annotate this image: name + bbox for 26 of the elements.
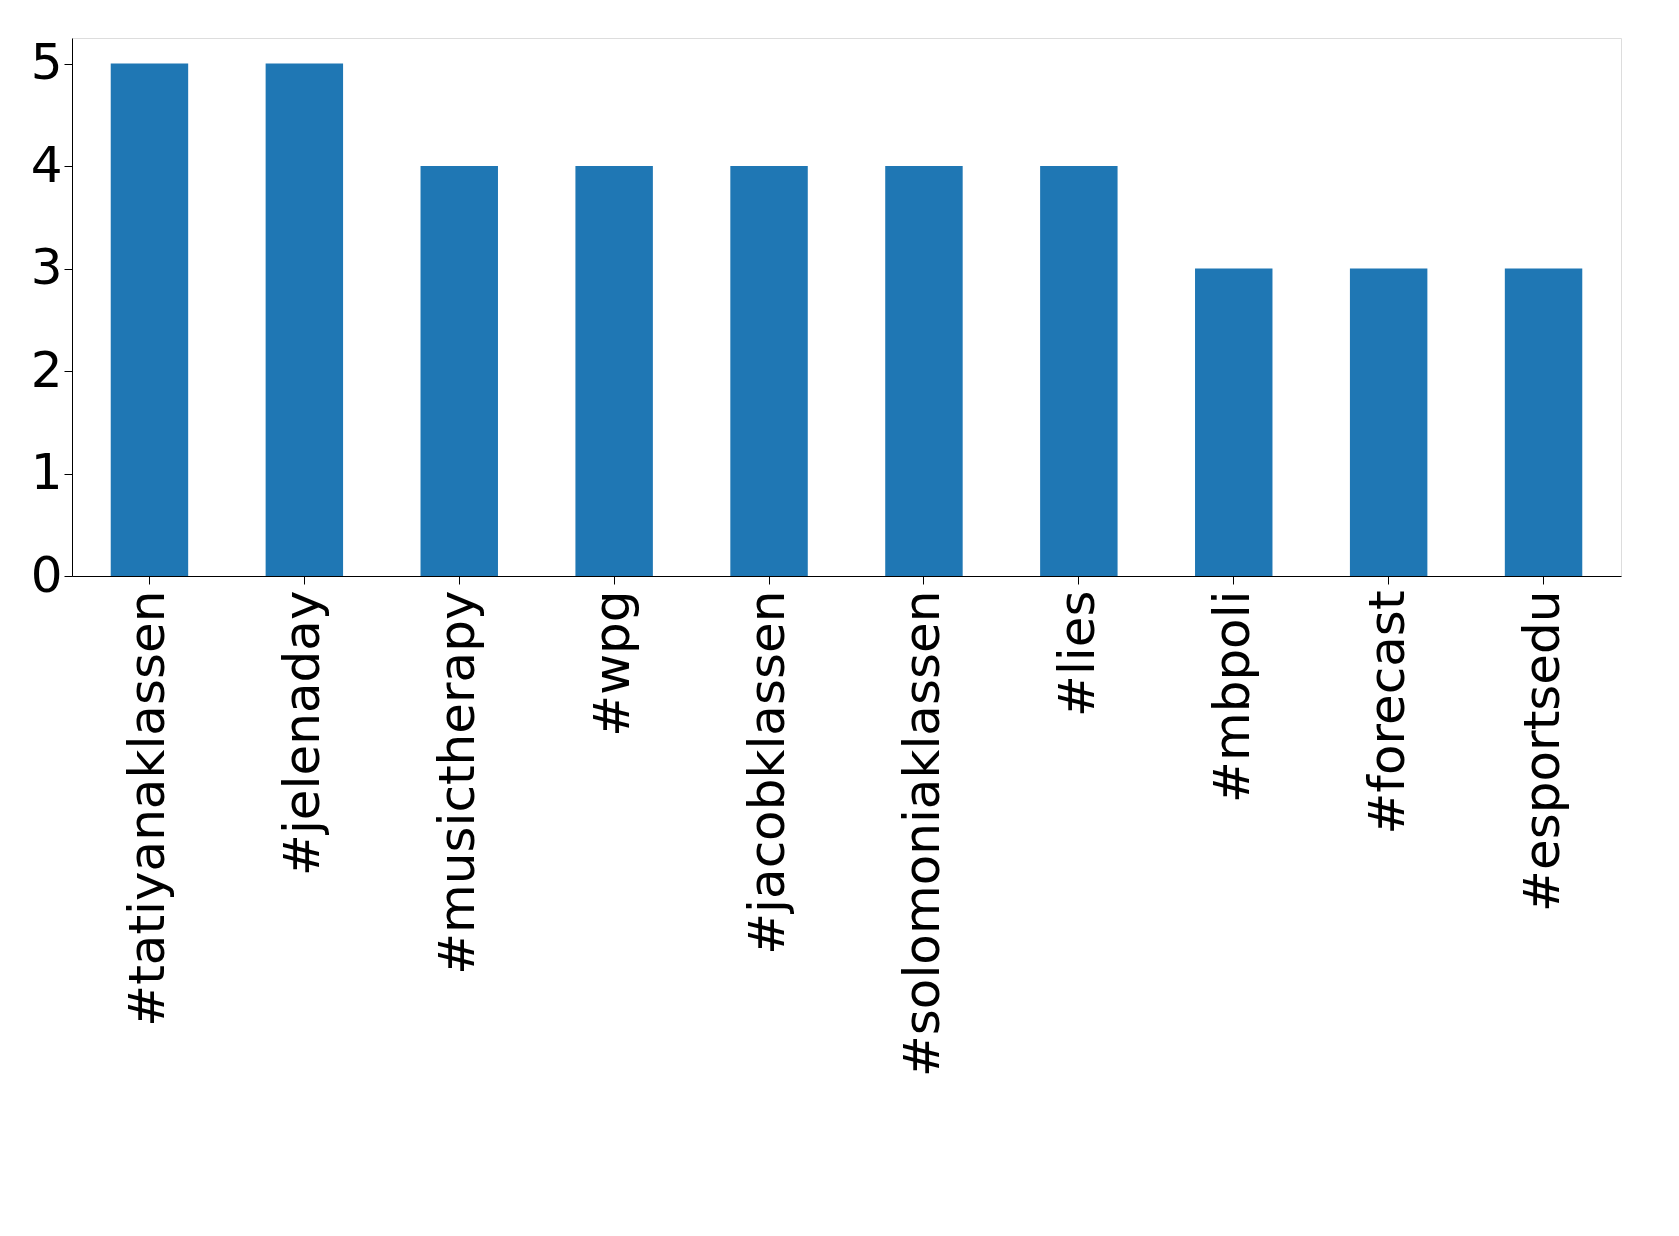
x-tick-label: #esportsedu — [1512, 590, 1571, 912]
y-tick-label: 5 — [30, 33, 63, 92]
x-tick-label: #tatiyanaklassen — [118, 590, 177, 1027]
y-tick-label: 4 — [30, 135, 63, 194]
x-tick-label: #jacobklassen — [738, 590, 797, 955]
y-tick-label: 3 — [30, 238, 63, 297]
y-tick-label: 1 — [30, 443, 63, 502]
x-tick-label: #forecast — [1357, 590, 1416, 835]
bar — [1504, 268, 1583, 576]
x-tick-label: #musictherapy — [428, 590, 487, 975]
y-tick-label: 0 — [30, 545, 63, 604]
bar — [885, 166, 963, 576]
y-tick-label: 2 — [30, 340, 63, 399]
bar — [1040, 166, 1118, 576]
x-tick-label: #wpg — [583, 590, 642, 737]
bar — [730, 166, 808, 576]
x-tick-label: #jelenaday — [273, 590, 332, 876]
bar — [1349, 268, 1428, 576]
bar — [420, 166, 498, 576]
x-tick-label: #solomoniaklassen — [892, 590, 951, 1078]
bar — [265, 63, 344, 576]
bar — [110, 63, 189, 576]
bar — [575, 166, 653, 576]
x-tick-label: #lies — [1047, 590, 1106, 717]
bar — [1195, 268, 1273, 576]
x-tick-label: #mbpoli — [1202, 590, 1261, 803]
